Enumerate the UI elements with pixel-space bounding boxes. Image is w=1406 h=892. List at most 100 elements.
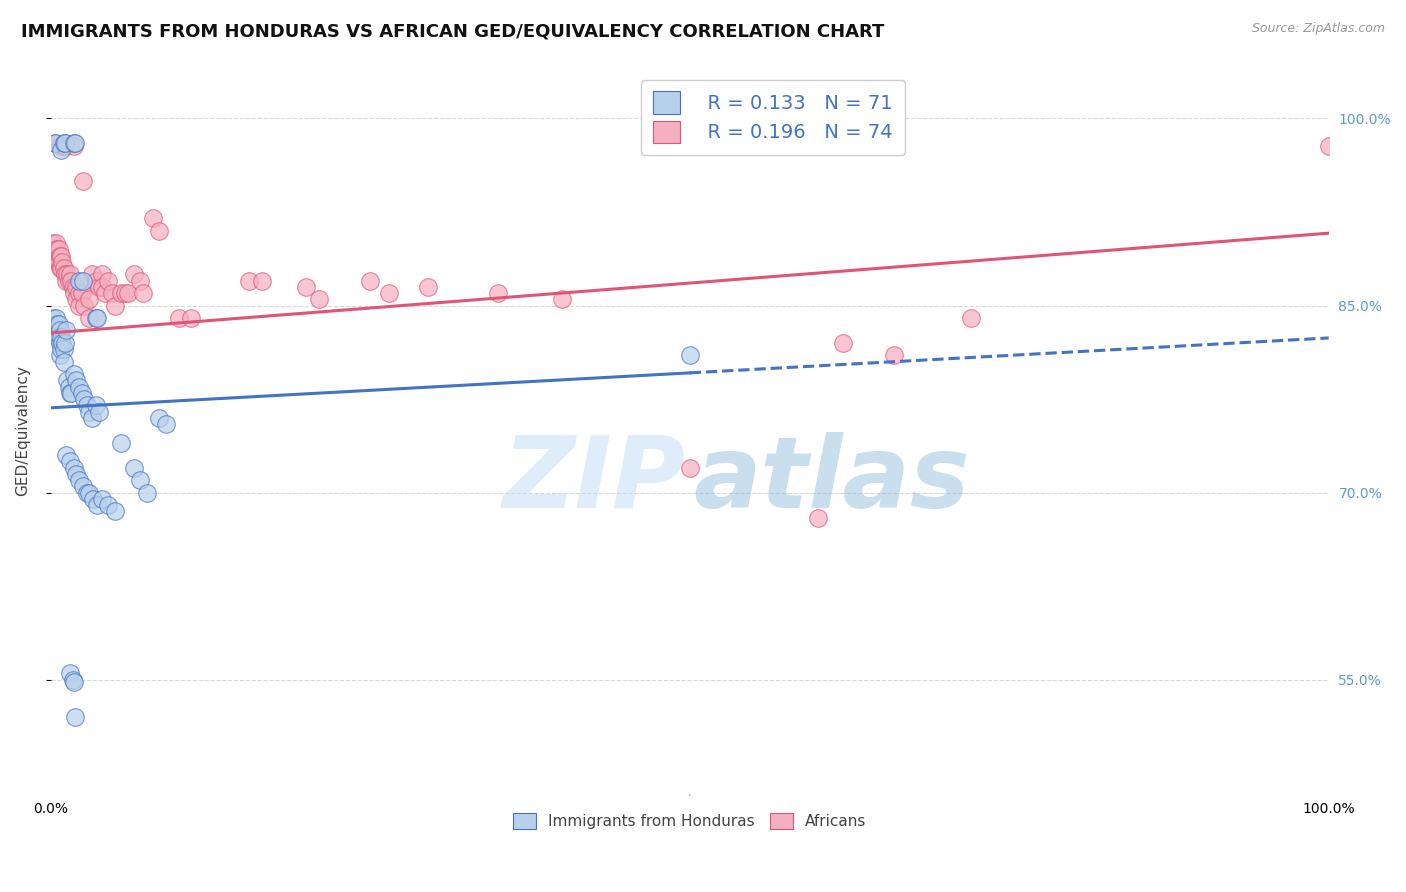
Point bbox=[67, 298, 90, 312]
Point bbox=[60, 274, 83, 288]
Point bbox=[84, 398, 107, 412]
Point bbox=[63, 367, 86, 381]
Point bbox=[44, 136, 66, 151]
Point bbox=[67, 274, 90, 288]
Point bbox=[59, 268, 82, 282]
Point bbox=[58, 274, 80, 288]
Point bbox=[486, 286, 509, 301]
Point bbox=[58, 379, 80, 393]
Point bbox=[42, 236, 65, 251]
Text: IMMIGRANTS FROM HONDURAS VS AFRICAN GED/EQUIVALENCY CORRELATION CHART: IMMIGRANTS FROM HONDURAS VS AFRICAN GED/… bbox=[21, 22, 884, 40]
Point bbox=[132, 286, 155, 301]
Point bbox=[56, 373, 79, 387]
Point bbox=[49, 249, 72, 263]
Point bbox=[63, 136, 86, 151]
Point bbox=[86, 310, 108, 325]
Point bbox=[42, 310, 65, 325]
Point bbox=[832, 335, 855, 350]
Point bbox=[77, 310, 100, 325]
Point bbox=[91, 491, 114, 506]
Point bbox=[148, 410, 170, 425]
Point bbox=[49, 139, 72, 153]
Point bbox=[49, 261, 72, 276]
Point bbox=[59, 385, 82, 400]
Point bbox=[416, 280, 439, 294]
Point bbox=[46, 329, 69, 343]
Point bbox=[70, 286, 93, 301]
Point bbox=[49, 348, 72, 362]
Point bbox=[62, 280, 84, 294]
Point bbox=[46, 243, 69, 257]
Point bbox=[91, 280, 114, 294]
Point bbox=[129, 473, 152, 487]
Point bbox=[960, 310, 983, 325]
Point bbox=[49, 249, 72, 263]
Point bbox=[806, 510, 828, 524]
Point bbox=[44, 243, 66, 257]
Y-axis label: GED/Equivalency: GED/Equivalency bbox=[15, 365, 30, 496]
Text: ZIP: ZIP bbox=[503, 432, 686, 529]
Point bbox=[53, 139, 76, 153]
Point bbox=[72, 174, 94, 188]
Point bbox=[76, 485, 98, 500]
Point bbox=[84, 310, 107, 325]
Point bbox=[122, 460, 145, 475]
Point bbox=[110, 286, 132, 301]
Point bbox=[53, 268, 76, 282]
Point bbox=[238, 274, 260, 288]
Point bbox=[77, 485, 100, 500]
Point bbox=[65, 373, 87, 387]
Point bbox=[97, 498, 120, 512]
Point bbox=[48, 329, 70, 343]
Point bbox=[122, 268, 145, 282]
Point bbox=[167, 310, 190, 325]
Point bbox=[67, 473, 90, 487]
Point bbox=[135, 485, 157, 500]
Point bbox=[48, 243, 70, 257]
Point bbox=[870, 139, 893, 153]
Point bbox=[52, 261, 75, 276]
Point bbox=[55, 274, 77, 288]
Point bbox=[104, 298, 127, 312]
Point bbox=[52, 139, 75, 153]
Point bbox=[62, 673, 84, 687]
Point bbox=[63, 139, 86, 153]
Point bbox=[55, 323, 77, 337]
Point bbox=[73, 298, 96, 312]
Point bbox=[63, 710, 86, 724]
Point bbox=[53, 136, 76, 151]
Point bbox=[180, 310, 202, 325]
Point bbox=[308, 293, 330, 307]
Point bbox=[48, 317, 70, 331]
Point bbox=[80, 268, 103, 282]
Point bbox=[82, 491, 104, 506]
Point bbox=[63, 136, 86, 151]
Point bbox=[148, 224, 170, 238]
Point bbox=[117, 286, 139, 301]
Point bbox=[49, 342, 72, 356]
Point bbox=[1317, 139, 1340, 153]
Point bbox=[72, 479, 94, 493]
Point bbox=[295, 280, 318, 294]
Point bbox=[52, 342, 75, 356]
Point bbox=[883, 139, 905, 153]
Point bbox=[89, 404, 111, 418]
Point bbox=[63, 675, 86, 690]
Point bbox=[155, 417, 177, 431]
Text: Source: ZipAtlas.com: Source: ZipAtlas.com bbox=[1251, 22, 1385, 36]
Point bbox=[46, 317, 69, 331]
Point bbox=[378, 286, 401, 301]
Point bbox=[48, 255, 70, 269]
Point bbox=[70, 385, 93, 400]
Point bbox=[93, 286, 115, 301]
Point bbox=[77, 404, 100, 418]
Point bbox=[67, 379, 90, 393]
Point bbox=[89, 280, 111, 294]
Point bbox=[60, 385, 83, 400]
Point bbox=[46, 255, 69, 269]
Point bbox=[110, 435, 132, 450]
Point bbox=[56, 268, 79, 282]
Point bbox=[49, 143, 72, 157]
Point bbox=[65, 467, 87, 481]
Point bbox=[65, 280, 87, 294]
